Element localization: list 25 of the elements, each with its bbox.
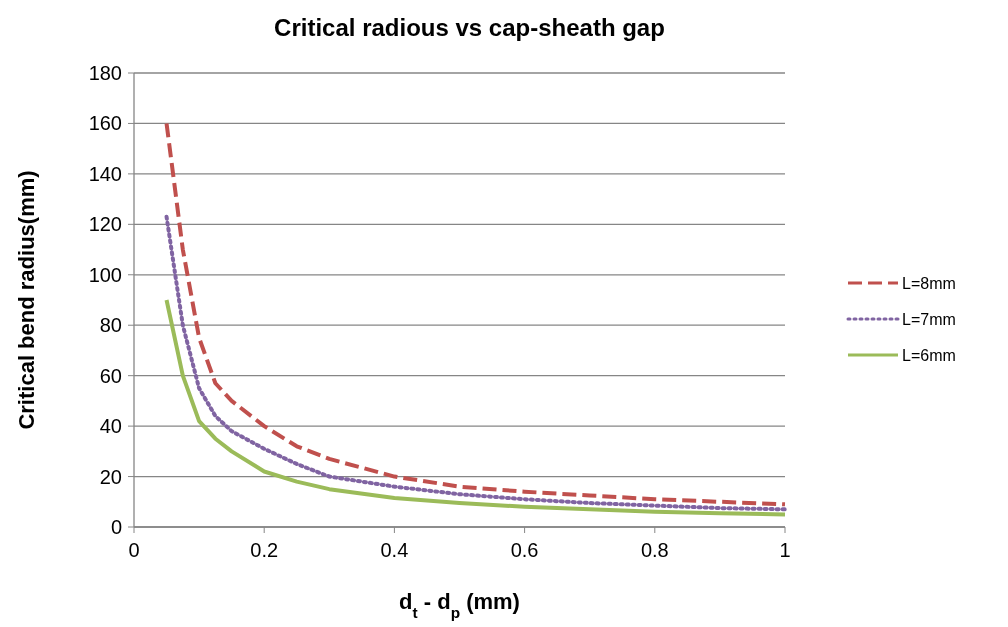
y-tick-label: 80	[99, 314, 122, 337]
x-tick-label: 0.4	[380, 539, 409, 561]
x-axis-title: d$_{t}$ - d$_{p}$ (mm)	[399, 589, 520, 621]
y-tick-label: 40	[99, 415, 122, 438]
x-tick-label: 0.6	[510, 539, 539, 561]
y-tick-label: 20	[99, 465, 122, 488]
y-tick-label: 100	[88, 263, 122, 286]
legend-label: L=6mm	[902, 346, 956, 364]
y-tick-label: 0	[110, 516, 122, 538]
y-tick-label: 120	[88, 213, 122, 236]
y-tick-label: 60	[99, 364, 122, 387]
legend-label: L=7mm	[902, 310, 956, 328]
chart-title: Critical radious vs cap-sheath gap	[274, 14, 665, 41]
y-tick-label: 160	[88, 112, 122, 135]
y-axis-title: Critical bend radius(mm)	[14, 170, 39, 430]
x-tick-label: 0.2	[250, 539, 279, 561]
y-tick-label: 140	[88, 162, 122, 185]
legend-label: L=8mm	[902, 274, 956, 292]
line-series	[164, 214, 787, 512]
line-series	[164, 298, 787, 517]
x-tick-label: 1	[779, 539, 791, 561]
x-tick-label: 0.8	[640, 539, 669, 561]
y-tick-label: 180	[88, 62, 122, 84]
x-tick-label: 0	[128, 539, 140, 561]
line-series	[164, 121, 787, 507]
